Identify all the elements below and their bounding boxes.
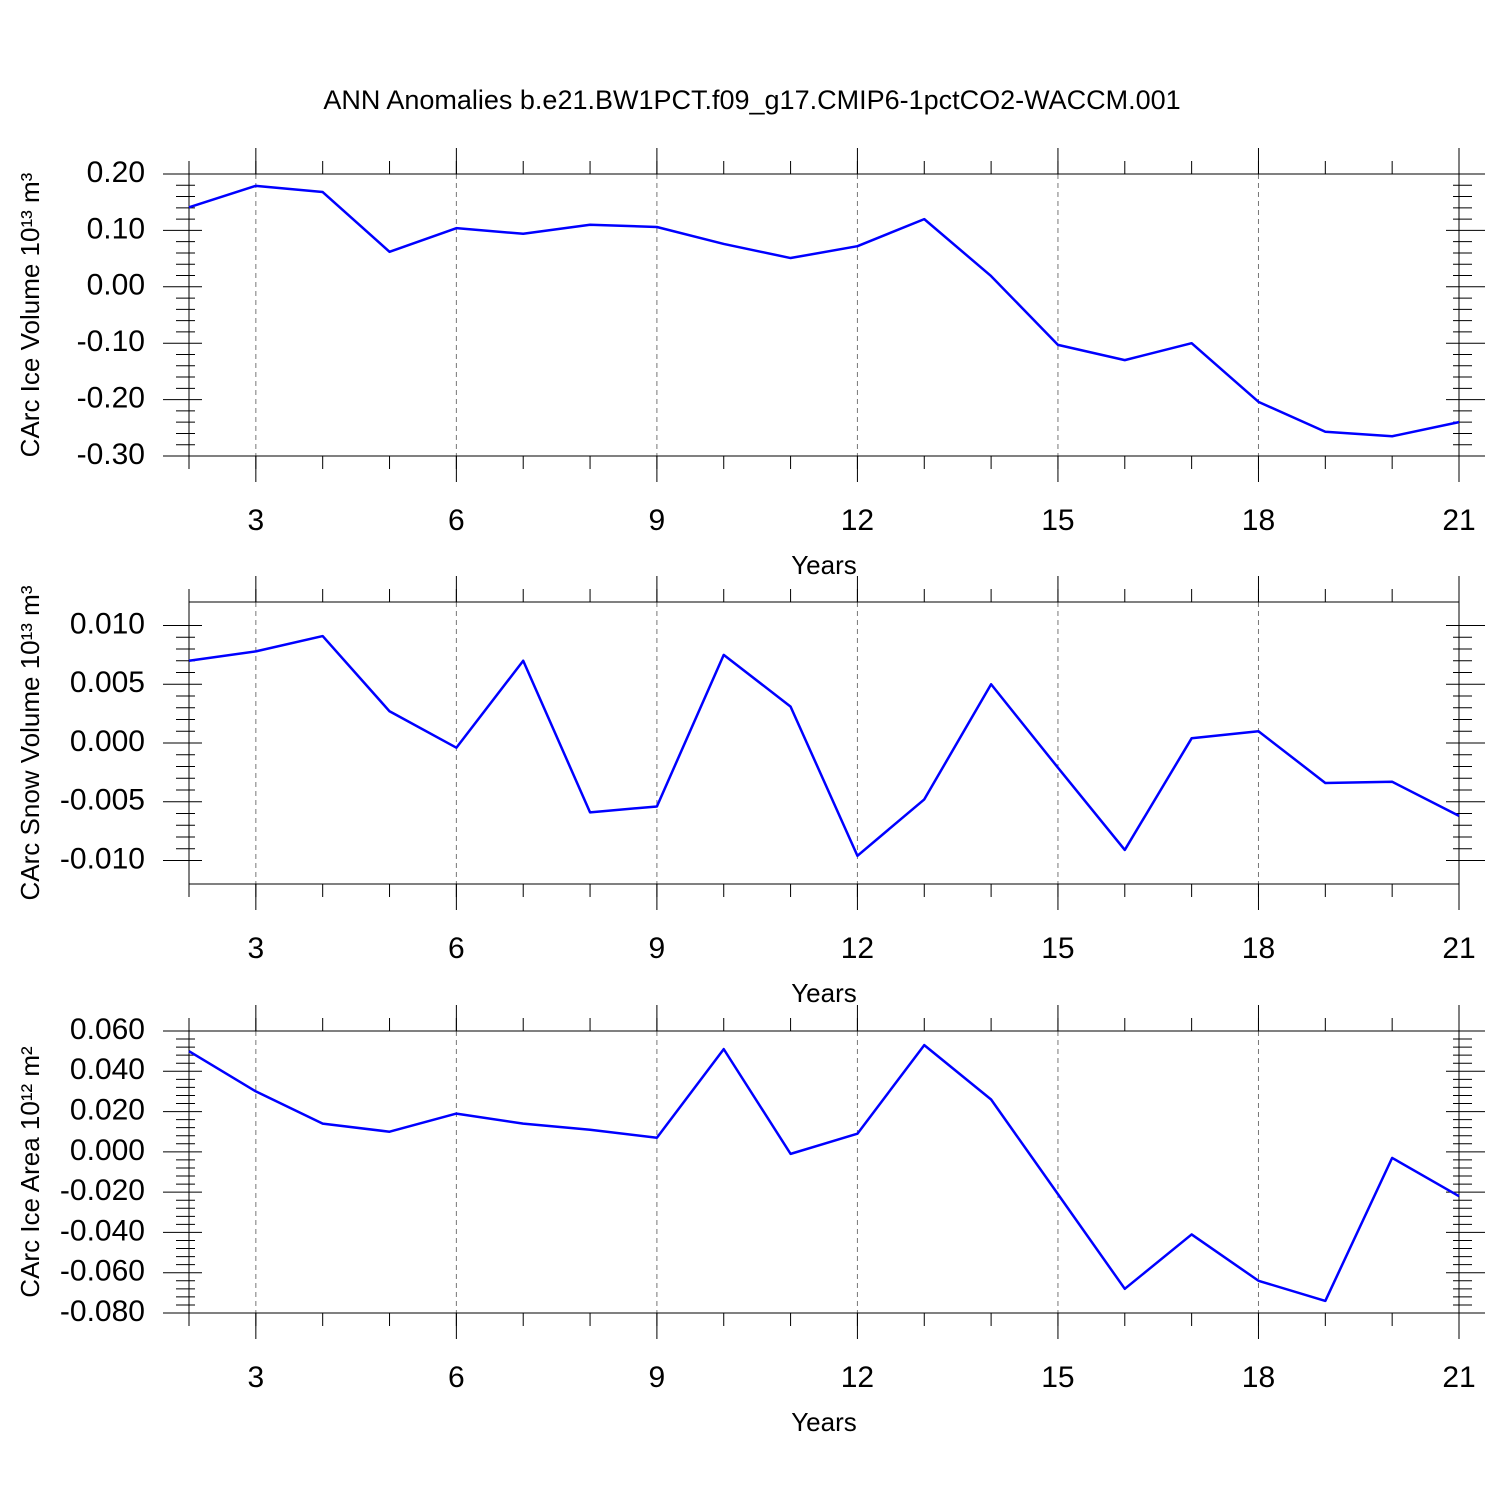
y-tick-label: -0.005 — [60, 784, 145, 817]
x-tick-label: 6 — [448, 932, 465, 965]
x-tick-label: 15 — [1041, 504, 1074, 537]
x-tick-label: 18 — [1242, 932, 1275, 965]
x-tick-label: 15 — [1041, 1361, 1074, 1394]
x-tick-label: 12 — [841, 504, 874, 537]
y-tick-label: -0.30 — [77, 438, 145, 471]
y-tick-label: 0.060 — [70, 1013, 145, 1046]
y-tick-label: 0.00 — [87, 269, 145, 302]
x-tick-label: 3 — [247, 504, 264, 537]
x-tick-label: 21 — [1442, 1361, 1475, 1394]
y-axis-label: CArc Ice Area 10¹² m² — [15, 1046, 45, 1298]
x-axis-label: Years — [791, 978, 857, 1008]
data-line — [188, 634, 1460, 858]
x-tick-label: 9 — [649, 932, 666, 965]
x-tick-label: 3 — [247, 932, 264, 965]
x-tick-label: 3 — [247, 1361, 264, 1394]
x-tick-label: 15 — [1041, 932, 1074, 965]
x-tick-label: 9 — [649, 504, 666, 537]
x-axis-label: Years — [791, 550, 857, 580]
y-tick-label: -0.040 — [60, 1214, 145, 1247]
y-tick-label: -0.10 — [77, 325, 145, 358]
x-tick-label: 6 — [448, 1361, 465, 1394]
y-tick-label: -0.080 — [60, 1295, 145, 1328]
chart-title: ANN Anomalies b.e21.BW1PCT.f09_g17.CMIP6… — [323, 85, 1180, 115]
x-axis-label: Years — [791, 1407, 857, 1437]
y-tick-label: 0.020 — [70, 1093, 145, 1126]
x-tick-label: 18 — [1242, 1361, 1275, 1394]
y-axis-label: CArc Snow Volume 10¹³ m³ — [15, 585, 45, 900]
y-tick-label: -0.20 — [77, 382, 145, 415]
x-tick-label: 12 — [841, 1361, 874, 1394]
x-tick-label: 18 — [1242, 504, 1275, 537]
y-tick-label: 0.040 — [70, 1053, 145, 1086]
x-tick-label: 6 — [448, 504, 465, 537]
y-tick-label: -0.060 — [60, 1255, 145, 1288]
x-tick-label: 9 — [649, 1361, 666, 1394]
y-tick-label: 0.10 — [87, 212, 145, 245]
y-tick-label: 0.010 — [70, 607, 145, 640]
plot-frame — [188, 601, 1460, 885]
y-tick-label: -0.020 — [60, 1174, 145, 1207]
y-axis-label: CArc Ice Volume 10¹³ m³ — [15, 172, 45, 457]
y-tick-label: 0.000 — [70, 725, 145, 758]
y-tick-label: 0.20 — [87, 156, 145, 189]
plot-frame — [188, 1030, 1460, 1314]
y-tick-label: 0.000 — [70, 1134, 145, 1167]
x-tick-label: 21 — [1442, 504, 1475, 537]
x-tick-label: 12 — [841, 932, 874, 965]
data-line — [188, 1043, 1460, 1303]
y-tick-label: 0.005 — [70, 666, 145, 699]
plot-frame — [188, 173, 1460, 457]
y-tick-label: -0.010 — [60, 842, 145, 875]
data-line — [188, 184, 1460, 438]
x-tick-label: 21 — [1442, 932, 1475, 965]
